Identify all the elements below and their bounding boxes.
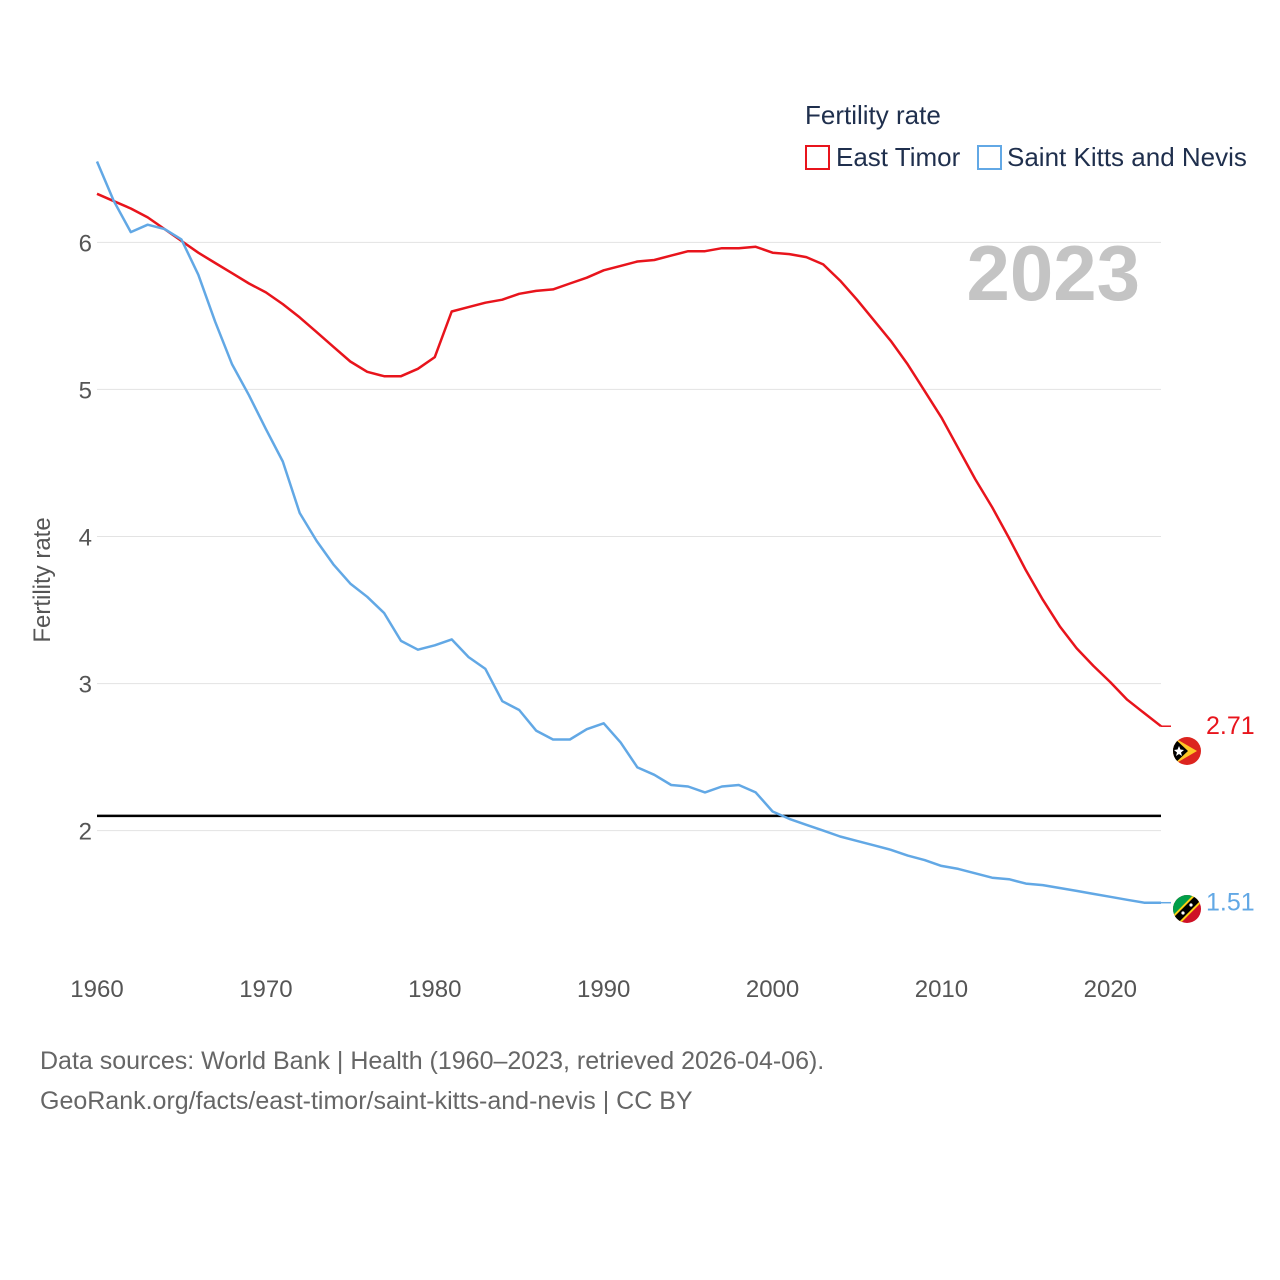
- y-axis-title: Fertility rate: [29, 517, 56, 642]
- x-tick-label-2020: 2020: [1084, 976, 1137, 1003]
- legend-title: Fertility rate: [805, 100, 941, 130]
- saint-kitts-flag-icon: [1173, 895, 1201, 923]
- legend-item-saint-kitts-and-nevis[interactable]: Saint Kitts and Nevis: [977, 142, 1247, 172]
- y-tick-label-6: 6: [79, 230, 92, 257]
- y-tick-label-4: 4: [79, 525, 92, 552]
- end-value-label-saint-kitts-and-nevis: 1.51: [1206, 889, 1255, 917]
- y-tick-label-3: 3: [79, 672, 92, 699]
- grid-layer: [97, 241, 1161, 832]
- east-timor-flag-icon: [1173, 737, 1201, 765]
- x-tick-label-1970: 1970: [239, 976, 292, 1003]
- x-tick-label-2010: 2010: [915, 976, 968, 1003]
- source-line-2[interactable]: GeoRank.org/facts/east-timor/saint-kitts…: [40, 1087, 693, 1115]
- end-markers: 2.71 1.51: [1161, 712, 1255, 917]
- y-tick-label-2: 2: [79, 819, 92, 846]
- legend-item-east-timor[interactable]: East Timor: [805, 142, 961, 172]
- legend-label-east-timor: East Timor: [836, 142, 961, 172]
- series-layer: [95, 161, 1162, 904]
- series-line-east-timor[interactable]: [96, 192, 1162, 728]
- source-line-1: Data sources: World Bank | Health (1960–…: [40, 1047, 824, 1075]
- end-value-label-east-timor: 2.71: [1206, 712, 1255, 740]
- year-label: 2023: [966, 229, 1140, 317]
- x-tick-labels: 1960 1970 1980 1990 2000 2010 2020: [70, 976, 1137, 1003]
- x-tick-label-1960: 1960: [70, 976, 123, 1003]
- x-tick-label-1990: 1990: [577, 976, 630, 1003]
- legend-label-saint-kitts-and-nevis: Saint Kitts and Nevis: [1007, 142, 1247, 172]
- x-tick-label-1980: 1980: [408, 976, 461, 1003]
- y-tick-label-5: 5: [79, 377, 92, 404]
- x-tick-label-2000: 2000: [746, 976, 799, 1003]
- series-line-saint-kitts-and-nevis[interactable]: [95, 161, 1161, 904]
- legend-swatch-saint-kitts-and-nevis: [977, 145, 1002, 170]
- y-tick-labels: 2 3 4 5 6: [79, 230, 92, 845]
- legend-swatch-east-timor: [805, 145, 830, 170]
